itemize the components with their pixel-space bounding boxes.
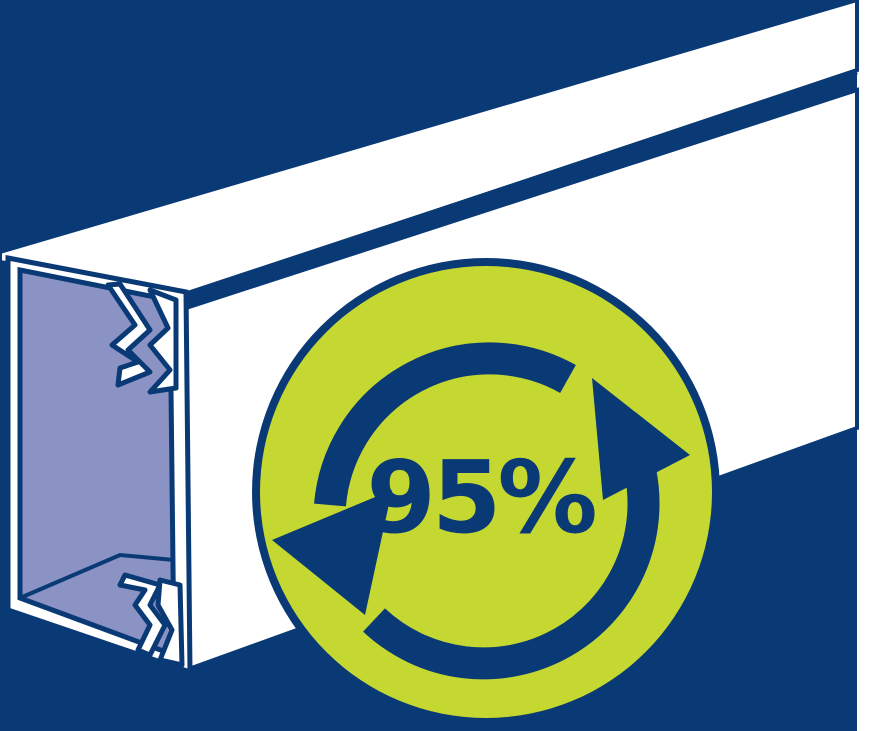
lower-lid-rail [155, 577, 185, 668]
trunking-lid-line-upper [179, 69, 858, 299]
recycled-percent-text: 95% [366, 439, 595, 556]
arrow-arc-lower [363, 466, 660, 680]
arrow-head-right [592, 378, 690, 500]
circular-recycle-arrows-icon [272, 342, 690, 680]
upper-lid-clip [105, 281, 153, 388]
lower-lid-clip [117, 572, 168, 658]
arrow-arc-upper [314, 342, 576, 507]
recycled-badge: 95% [252, 258, 720, 726]
arrow-head-left [272, 490, 392, 615]
trunking-interior-edge [19, 552, 175, 600]
upper-lid-rail [147, 287, 179, 395]
